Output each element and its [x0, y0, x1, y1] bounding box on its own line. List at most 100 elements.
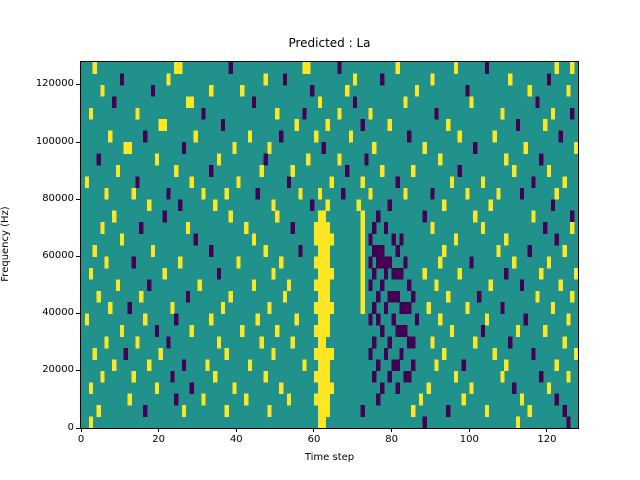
heatmap-cell — [508, 73, 513, 86]
heatmap-cell — [554, 62, 559, 74]
heatmap-cell — [209, 84, 214, 97]
heatmap-cell — [216, 267, 222, 280]
heatmap-cell — [469, 256, 474, 269]
heatmap-cell — [445, 405, 451, 417]
heatmap-cell — [337, 62, 342, 74]
heatmap-cell — [131, 370, 136, 383]
heatmap-cell — [282, 73, 288, 86]
heatmap-cell — [135, 176, 140, 189]
heatmap-cell — [317, 187, 323, 200]
y-tick-mark — [76, 427, 80, 429]
heatmap-cell — [457, 267, 462, 280]
y-tick-label: 40000 — [42, 307, 74, 319]
heatmap-cell — [562, 336, 567, 349]
heatmap-cell — [108, 302, 113, 315]
heatmap-cell — [317, 393, 323, 406]
heatmap-cell — [500, 107, 505, 120]
heatmap-cell — [550, 199, 556, 212]
heatmap-cell — [228, 290, 233, 303]
heatmap-cell — [275, 325, 280, 337]
heatmap-cell — [104, 256, 109, 269]
heatmap-cell — [154, 325, 160, 337]
heatmap-cell — [317, 370, 323, 383]
heatmap-cell — [368, 256, 373, 269]
heatmap-cell — [442, 245, 447, 257]
heatmap-cell — [325, 359, 330, 372]
heatmap-cell — [422, 267, 427, 280]
heatmap-cell — [178, 256, 183, 269]
heatmap-cell — [414, 313, 420, 326]
heatmap-cell — [92, 62, 97, 74]
heatmap-cell — [154, 382, 160, 395]
heatmap-cell — [306, 153, 311, 166]
heatmap-cell — [271, 267, 276, 280]
heatmap-cell — [539, 370, 544, 383]
heatmap-cell — [360, 176, 365, 189]
y-tick-mark — [76, 141, 80, 143]
heatmap-cell — [379, 256, 385, 269]
heatmap-cell — [240, 84, 245, 97]
x-tick-mark — [235, 428, 237, 432]
heatmap-cell — [442, 199, 447, 212]
heatmap-cell — [387, 290, 393, 303]
heatmap-cell — [321, 142, 327, 154]
heatmap-cell — [325, 302, 330, 315]
heatmap-cell — [290, 222, 295, 234]
heatmap-cell — [286, 279, 292, 292]
heatmap-cell — [263, 153, 268, 166]
heatmap-cell — [438, 153, 443, 166]
heatmap-cell — [368, 347, 373, 360]
heatmap-cell — [329, 267, 334, 280]
heatmap-cell — [562, 245, 567, 257]
heatmap-cell — [96, 405, 101, 417]
heatmap-cell — [504, 267, 509, 280]
heatmap-cell — [317, 267, 323, 280]
heatmap-cell — [213, 370, 218, 383]
heatmap-cell — [224, 347, 229, 360]
heatmap-cell — [543, 119, 548, 132]
heatmap-cell — [325, 313, 330, 326]
heatmap-cell — [317, 405, 323, 417]
heatmap-cell — [341, 187, 346, 200]
heatmap-cell — [267, 142, 272, 154]
heatmap-cell — [321, 347, 327, 360]
heatmap-cell — [504, 153, 509, 166]
heatmap-cell — [240, 325, 245, 337]
heatmap-cell — [403, 370, 408, 383]
heatmap-cell — [317, 210, 323, 223]
heatmap-cell — [255, 313, 261, 326]
heatmap-cell — [317, 382, 323, 395]
x-tick-mark — [391, 428, 393, 432]
heatmap-cell — [531, 176, 536, 189]
heatmap-cell — [348, 130, 354, 143]
x-tick-mark — [546, 428, 548, 432]
heatmap-cell — [313, 347, 319, 360]
heatmap-cell — [395, 62, 400, 74]
heatmap-cell — [108, 130, 113, 143]
heatmap-cell — [325, 347, 330, 360]
heatmap-cell — [480, 222, 486, 234]
heatmap-cell — [127, 142, 132, 154]
heatmap-cell — [566, 416, 571, 428]
heatmap-cell — [313, 233, 319, 246]
heatmap-cell — [251, 279, 257, 292]
heatmap-cell — [519, 279, 525, 292]
heatmap-cell — [96, 153, 101, 166]
heatmap-cell — [539, 153, 544, 166]
heatmap-cell — [329, 176, 334, 189]
x-axis-label: Time step — [304, 452, 355, 463]
x-tick-label: 60 — [307, 434, 321, 445]
heatmap-cell — [379, 73, 385, 86]
heatmap-cell — [445, 290, 451, 303]
heatmap-cell — [178, 199, 183, 212]
heatmap-cell — [185, 290, 191, 303]
heatmap-cell — [321, 233, 327, 246]
heatmap-cell — [480, 176, 486, 189]
x-tick-label: 80 — [385, 434, 398, 445]
heatmap-cell — [368, 187, 373, 200]
heatmap-cells — [81, 62, 578, 428]
heatmap-cell — [383, 347, 389, 360]
heatmap-cell — [317, 359, 323, 372]
heatmap-cell — [236, 256, 241, 269]
heatmap-cell — [115, 279, 121, 292]
